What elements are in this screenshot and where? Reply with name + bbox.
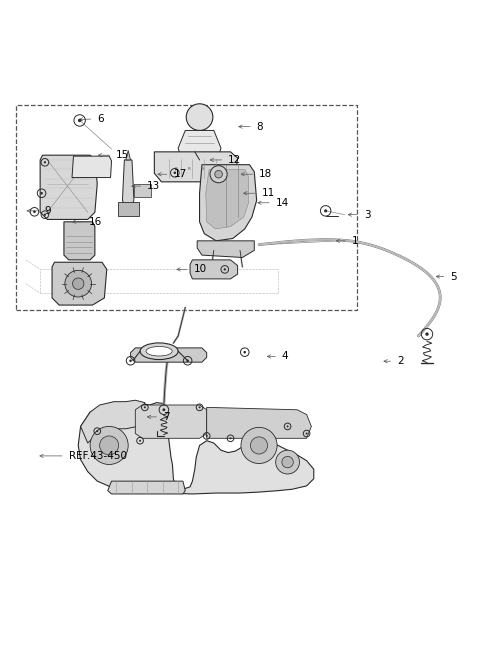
Circle shape: [65, 270, 92, 297]
Circle shape: [215, 171, 222, 178]
FancyBboxPatch shape: [118, 202, 139, 216]
Polygon shape: [190, 260, 238, 279]
Circle shape: [174, 171, 176, 174]
Circle shape: [186, 103, 213, 130]
Polygon shape: [126, 151, 131, 160]
Circle shape: [96, 430, 98, 432]
Polygon shape: [64, 222, 95, 260]
Polygon shape: [52, 262, 107, 305]
Circle shape: [206, 435, 208, 437]
Polygon shape: [197, 241, 254, 257]
Circle shape: [241, 427, 277, 464]
Text: 2: 2: [397, 356, 404, 366]
Text: D: D: [214, 167, 217, 171]
FancyBboxPatch shape: [134, 184, 151, 197]
Polygon shape: [108, 481, 185, 494]
Polygon shape: [178, 130, 221, 160]
Circle shape: [44, 214, 46, 216]
Circle shape: [33, 210, 36, 213]
Polygon shape: [155, 152, 238, 182]
Text: 18: 18: [259, 169, 272, 179]
Text: 12: 12: [228, 155, 241, 165]
Text: 10: 10: [193, 264, 206, 274]
Polygon shape: [40, 155, 97, 220]
Ellipse shape: [140, 343, 178, 360]
Text: P: P: [175, 167, 177, 171]
Polygon shape: [206, 169, 249, 229]
Text: 17: 17: [173, 169, 187, 179]
Circle shape: [100, 436, 119, 455]
Circle shape: [199, 407, 201, 409]
Circle shape: [224, 268, 226, 271]
Circle shape: [129, 360, 132, 362]
Text: 9: 9: [44, 206, 50, 216]
Circle shape: [287, 425, 288, 427]
Circle shape: [139, 439, 141, 442]
Circle shape: [229, 437, 231, 439]
Bar: [16, 106, 357, 310]
Circle shape: [243, 351, 246, 353]
Text: 15: 15: [116, 150, 130, 160]
Text: N: N: [201, 167, 204, 171]
Circle shape: [144, 407, 146, 409]
Circle shape: [90, 427, 128, 464]
Circle shape: [40, 192, 43, 194]
Text: 1: 1: [352, 236, 359, 246]
Text: R: R: [188, 167, 191, 171]
Circle shape: [72, 278, 84, 290]
Circle shape: [251, 437, 267, 454]
Circle shape: [306, 433, 308, 435]
Text: 3: 3: [364, 210, 371, 220]
Text: 16: 16: [89, 217, 102, 227]
Text: REF.43-450: REF.43-450: [69, 451, 127, 461]
Circle shape: [282, 456, 293, 468]
Polygon shape: [131, 348, 207, 362]
Text: 13: 13: [147, 181, 160, 191]
Polygon shape: [135, 405, 207, 438]
Text: 5: 5: [450, 271, 457, 282]
Text: 7: 7: [163, 412, 169, 422]
Text: 14: 14: [276, 198, 289, 208]
Polygon shape: [78, 403, 314, 494]
Polygon shape: [72, 156, 111, 177]
Circle shape: [78, 119, 81, 122]
Text: 4: 4: [282, 351, 288, 362]
Circle shape: [186, 360, 189, 362]
Circle shape: [210, 166, 227, 183]
Ellipse shape: [146, 347, 172, 356]
Polygon shape: [207, 407, 312, 438]
Polygon shape: [122, 160, 134, 205]
Text: 6: 6: [97, 114, 104, 124]
Text: 8: 8: [257, 122, 263, 132]
Circle shape: [425, 333, 429, 336]
Polygon shape: [81, 401, 145, 443]
Circle shape: [276, 450, 300, 474]
Polygon shape: [200, 165, 257, 241]
Circle shape: [162, 409, 165, 411]
Circle shape: [324, 209, 327, 212]
Circle shape: [44, 161, 46, 163]
Text: 11: 11: [262, 188, 275, 198]
